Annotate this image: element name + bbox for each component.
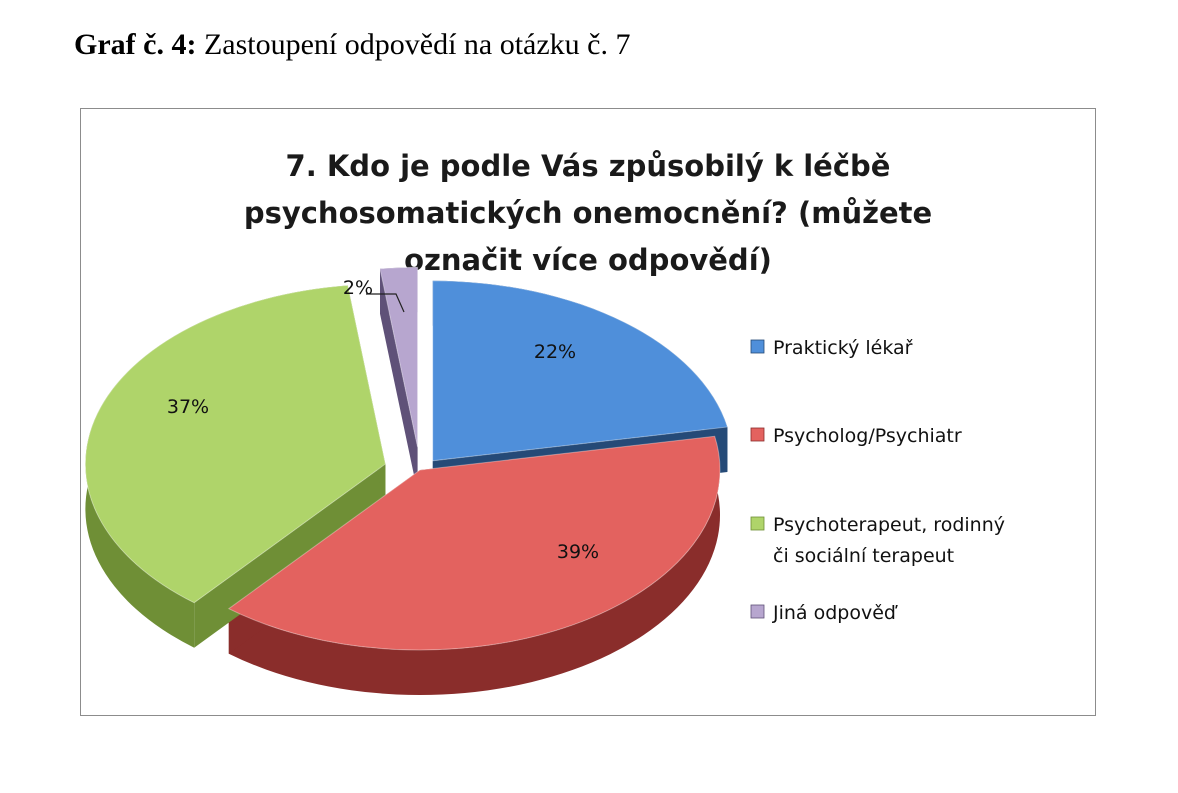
data-label: 37% bbox=[167, 396, 209, 418]
legend-label: Psychoterapeut, rodinný bbox=[773, 514, 1005, 536]
leader-line bbox=[366, 293, 405, 313]
chart-title-line: označit více odpovědí) bbox=[404, 243, 772, 277]
pie-slices bbox=[84, 266, 729, 651]
legend-swatch bbox=[750, 604, 765, 619]
caption-label: Graf č. 4: bbox=[74, 28, 197, 61]
pie-slice bbox=[379, 266, 419, 448]
legend-swatch bbox=[750, 516, 765, 531]
data-label: 39% bbox=[557, 541, 599, 563]
legend-label: Praktický lékař bbox=[773, 337, 913, 359]
figure-caption: Graf č. 4: Zastoupení odpovědí na otázku… bbox=[74, 28, 631, 62]
legend-swatch bbox=[750, 339, 765, 354]
chart-title-line: psychosomatických onemocnění? (můžete bbox=[244, 196, 932, 230]
legend-label: či sociální terapeut bbox=[773, 545, 954, 567]
pie-slice bbox=[227, 435, 721, 651]
pie-slice bbox=[84, 284, 386, 604]
legend: Praktický lékař Psycholog/Psychiatr Psycho… bbox=[750, 337, 1005, 624]
pie-slice-cut-face bbox=[380, 268, 418, 493]
data-labels: 22% 39% 37% 2% bbox=[167, 277, 599, 563]
pie-slice-side bbox=[228, 436, 721, 695]
legend-label: Jiná odpověď bbox=[772, 602, 898, 624]
data-label: 2% bbox=[343, 277, 373, 299]
legend-label: Psycholog/Psychiatr bbox=[773, 425, 962, 447]
chart-title: 7. Kdo je podle Vás způsobilý k léčbě psy… bbox=[244, 149, 932, 277]
legend-swatch bbox=[750, 427, 765, 442]
caption-text: Zastoupení odpovědí na otázku č. 7 bbox=[203, 28, 631, 61]
pie-slice bbox=[432, 280, 729, 462]
chart-title-line: 7. Kdo je podle Vás způsobilý k léčbě bbox=[286, 149, 891, 183]
data-label: 22% bbox=[534, 341, 576, 363]
